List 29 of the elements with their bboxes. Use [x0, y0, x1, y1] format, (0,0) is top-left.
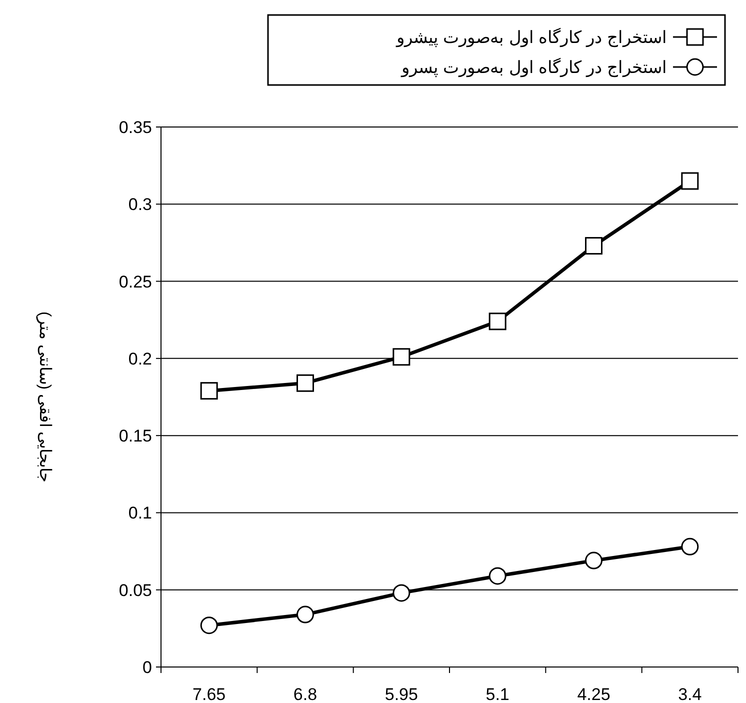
x-tick-label: 5.1 — [486, 685, 510, 703]
point — [392, 348, 410, 366]
x-tick-label: 4.25 — [577, 685, 610, 703]
legend-label: استخراج در کارگاه اول به‌صورت پیشرو — [395, 27, 667, 48]
y-axis-title: جابجایی افقی (سانتی متر) — [36, 312, 53, 482]
point — [392, 584, 410, 602]
point — [585, 237, 602, 255]
y-tick-label: 0 — [142, 658, 152, 677]
y-tick-label: 0.2 — [128, 349, 152, 368]
x-tick-label: 5.95 — [384, 685, 418, 703]
y-tick-label: 0.25 — [118, 272, 152, 292]
point — [296, 374, 314, 392]
y-tick-label: 0.05 — [118, 580, 152, 600]
point — [585, 552, 602, 570]
point — [488, 567, 506, 585]
y-tick-label: 0.3 — [128, 195, 152, 214]
point — [296, 606, 314, 624]
x-tick-label: 3.4 — [678, 685, 702, 703]
x-tick-label: 7.65 — [192, 685, 226, 703]
point — [200, 382, 218, 400]
legend-label: استخراج در کارگاه اول به‌صورت پسرو — [400, 57, 667, 78]
y-tick-label: 0.35 — [118, 118, 152, 137]
y-tick-label: 0.1 — [128, 504, 152, 523]
y-tick-label: 0.15 — [118, 426, 152, 446]
point — [200, 616, 218, 634]
point — [681, 538, 699, 556]
point — [681, 172, 699, 190]
point — [488, 312, 506, 330]
x-tick-label: 6.8 — [293, 685, 318, 703]
